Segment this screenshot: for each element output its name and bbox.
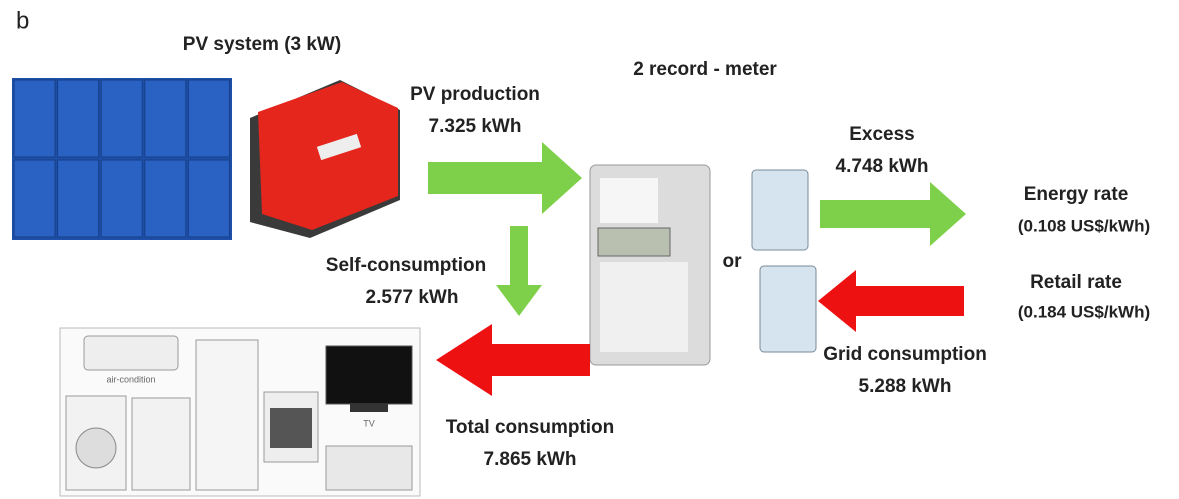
oven-window [270, 408, 312, 448]
air-conditioner [84, 336, 178, 370]
pv-production-label: PV production [410, 84, 540, 105]
energy-rate-label: Energy rate [1024, 184, 1129, 205]
solar-cell [145, 160, 186, 237]
excess-label: Excess [849, 124, 915, 145]
page: b PV system (3 kW) PV production 7.325 k… [0, 0, 1179, 499]
self-consumption-label: Self-consumption [326, 255, 486, 276]
solar-cell [14, 160, 55, 237]
appliances: air-condition TV [60, 328, 420, 496]
grid-arrow [818, 270, 964, 332]
excess-arrow [820, 182, 966, 246]
meter-title: 2 record - meter [633, 59, 777, 80]
pv-production-value: 7.325 kWh [429, 116, 522, 137]
main-meter [590, 165, 710, 365]
total-consumption-label: Total consumption [446, 417, 615, 438]
meter-display [598, 228, 670, 256]
solar-cell [188, 80, 229, 157]
solar-cell [145, 80, 186, 157]
total-consumption-arrow [436, 324, 590, 396]
solar-panel [12, 78, 232, 240]
inverter [250, 80, 400, 238]
meter-cover [600, 178, 658, 223]
microwave [326, 446, 412, 490]
total-consumption-value: 7.865 kWh [484, 449, 577, 470]
or-label: or [723, 251, 743, 272]
solar-cell [58, 80, 99, 157]
grid-consumption-value: 5.288 kWh [859, 376, 952, 397]
panel-label: b [16, 7, 29, 34]
alt-meter-top [752, 170, 808, 250]
solar-cell [14, 80, 55, 157]
alt-meter-bottom [760, 266, 816, 352]
alt-meters [752, 170, 816, 352]
fridge [196, 340, 258, 490]
tv-stand [350, 404, 388, 412]
self-consumption-arrow [496, 226, 542, 316]
tv-label: TV [363, 418, 375, 428]
solar-cell [101, 160, 142, 237]
tv [326, 346, 412, 404]
air-condition-label: air-condition [106, 374, 155, 384]
solar-cell [188, 160, 229, 237]
solar-cell [101, 80, 142, 157]
energy-rate-value: (0.108 US$/kWh) [1018, 216, 1150, 235]
retail-rate-label: Retail rate [1030, 272, 1122, 293]
diagram: b PV system (3 kW) PV production 7.325 k… [0, 0, 1179, 499]
pv-production-arrow [428, 142, 582, 214]
washer-door [76, 428, 116, 468]
grid-consumption-label: Grid consumption [823, 344, 987, 365]
self-consumption-value: 2.577 kWh [366, 287, 459, 308]
meter-plate [600, 262, 688, 352]
excess-value: 4.748 kWh [836, 156, 929, 177]
pv-system-title: PV system (3 kW) [183, 34, 341, 55]
retail-rate-value: (0.184 US$/kWh) [1018, 302, 1150, 321]
solar-cell [58, 160, 99, 237]
dishwasher [132, 398, 190, 490]
